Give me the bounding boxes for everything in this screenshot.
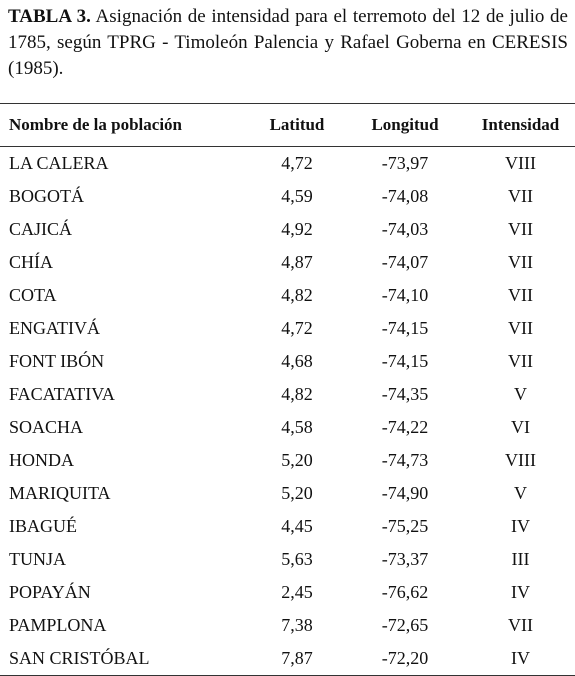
table-body: LA CALERA 4,72 -73,97 VIII BOGOTÁ 4,59 -74,08 V… [0,147,575,676]
column-header: Longitud [371,115,439,134]
table-row: SOACHA 4,58 -74,22 VI [0,411,575,444]
table-cell: CHÍA [9,252,53,272]
table-row: HONDA 5,20 -74,73 VIII [0,444,575,477]
table-cell: 4,72 [281,318,313,338]
table-cell: V [514,483,527,503]
table-cell: -72,20 [381,648,429,668]
table-cell: SAN CRISTÓBAL [9,648,150,668]
table-cell: 5,63 [281,549,313,569]
table-cell: -74,08 [381,186,429,206]
table-cell: VII [508,219,533,239]
table-row: LA CALERA 4,72 -73,97 VIII [0,147,575,181]
table-cell: -75,25 [381,516,429,536]
table-cell: 5,20 [281,450,313,470]
table-cell: MARIQUITA [9,483,111,503]
column-header: Nombre de la población [9,115,183,134]
table-cell: 5,20 [281,483,313,503]
table-cell: HONDA [9,450,74,470]
table-cell: IV [511,648,530,668]
table-cell: VIII [505,153,536,173]
table-cell: POPAYÁN [9,582,91,602]
table-cell: 4,82 [281,285,313,305]
table-cell: -73,97 [381,153,429,173]
table-cell: VIII [505,450,536,470]
table-cell: -72,65 [381,615,429,635]
table-row: SAN CRISTÓBAL 7,87 -72,20 IV [0,642,575,676]
table-cell: VII [508,351,533,371]
table-cell: 4,72 [281,153,313,173]
table-cell: -76,62 [381,582,429,602]
table-cell: 4,45 [281,516,313,536]
table-cell: COTA [9,285,57,305]
table-cell: 2,45 [281,582,313,602]
table-cell: TUNJA [9,549,66,569]
table-cell: -74,07 [381,252,429,272]
table-cell: 4,87 [281,252,313,272]
table-row: IBAGUÉ 4,45 -75,25 IV [0,510,575,543]
table-cell: -74,90 [381,483,429,503]
header-row: Nombre de la población Latitud Longitud Int… [0,103,575,147]
table-cell: FONT IBÓN [9,351,105,371]
table-row: FONT IBÓN 4,68 -74,15 VII [0,345,575,378]
table-cell: LA CALERA [9,153,109,173]
table-cell: VII [508,285,533,305]
table-row: CAJICÁ 4,92 -74,03 VII [0,213,575,246]
table-cell: PAMPLONA [9,615,107,635]
table-cell: -74,35 [381,384,429,404]
table-cell: -74,73 [381,450,429,470]
table-cell: -74,22 [381,417,429,437]
table-cell: 7,38 [281,615,313,635]
caption: TABLA 3. Asignación de intensidad para e… [8,4,568,82]
table-cell: IV [511,582,530,602]
table-row: MARIQUITA 5,20 -74,90 V [0,477,575,510]
table-cell: -74,15 [381,318,429,338]
table-row: BOGOTÁ 4,59 -74,08 VII [0,180,575,213]
table-cell: VI [511,417,530,437]
table-cell: SOACHA [9,417,84,437]
table-cell: VII [508,318,533,338]
table-cell: 4,58 [281,417,313,437]
table-cell: CAJICÁ [9,219,73,239]
table-row: COTA 4,82 -74,10 VII [0,279,575,312]
table-cell: FACATATIVA [9,384,115,404]
table-row: TUNJA 5,63 -73,37 III [0,543,575,576]
table-row: FACATATIVA 4,82 -74,35 V [0,378,575,411]
table-cell: -74,10 [381,285,429,305]
table-cell: -74,03 [381,219,429,239]
table-cell: V [514,384,527,404]
table-row: POPAYÁN 2,45 -76,62 IV [0,576,575,609]
table-cell: IV [511,516,530,536]
column-header: Intensidad [481,115,560,134]
table-cell: -73,37 [381,549,429,569]
caption-label: TABLA 3. [8,6,91,27]
table-row: CHÍA 4,87 -74,07 VII [0,246,575,279]
table-cell: VII [508,252,533,272]
table-cell: III [511,549,530,569]
table-cell: VII [508,186,533,206]
table-cell: -74,15 [381,351,429,371]
table-cell: BOGOTÁ [9,186,84,206]
table: Nombre de la población Latitud Longitud Int… [0,103,575,676]
table-cell: 4,59 [281,186,313,206]
table-cell: 7,87 [281,648,313,668]
table-cell: VII [508,615,533,635]
table-head: Nombre de la población Latitud Longitud Int… [0,103,575,147]
table-cell: 4,82 [281,384,313,404]
table-cell: 4,92 [281,219,313,239]
table-cell: IBAGUÉ [9,516,77,536]
table-cell: 4,68 [281,351,313,371]
column-header: Latitud [269,115,325,134]
table-row: PAMPLONA 7,38 -72,65 VII [0,609,575,642]
table-row: ENGATIVÁ 4,72 -74,15 VII [0,312,575,345]
table-cell: ENGATIVÁ [9,318,100,338]
caption-text: Asignación de intensidad para el terremo… [8,6,568,79]
